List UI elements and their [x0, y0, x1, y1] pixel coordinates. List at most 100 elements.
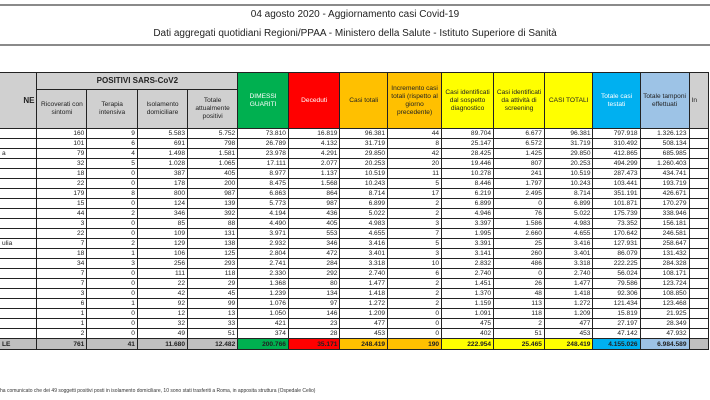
top-rule: [0, 4, 710, 6]
cell-value: 7: [387, 228, 443, 239]
cell-value: 10.243: [339, 178, 389, 189]
region-name: [0, 248, 38, 259]
partial-cell: [688, 288, 710, 299]
cell-value: 2.330: [237, 268, 289, 279]
cell-value: 310.492: [592, 138, 641, 149]
cell-value: 22: [136, 278, 189, 289]
cell-value: 6: [86, 138, 138, 149]
cell-value: 1.995: [441, 228, 495, 239]
cell-value: 108.171: [639, 268, 690, 279]
cell-value: 553: [287, 228, 341, 239]
cell-value: 200.766: [237, 338, 289, 350]
cell-value: 88: [187, 218, 239, 229]
cell-value: 10.278: [441, 168, 495, 179]
cell-value: 2: [387, 298, 443, 309]
region-name: [0, 198, 38, 209]
cell-value: 2: [86, 208, 138, 219]
cell-value: 20.253: [543, 158, 594, 169]
cell-value: 258.647: [639, 238, 690, 249]
cell-value: 193.719: [639, 178, 690, 189]
cell-value: 131.432: [639, 248, 690, 259]
cell-value: 2.832: [441, 258, 495, 269]
cell-value: 222.225: [592, 258, 641, 269]
cell-value: 2.740: [339, 268, 389, 279]
cell-value: 80: [287, 278, 341, 289]
cell-value: 10.519: [543, 168, 594, 179]
cell-value: 2: [387, 208, 443, 219]
cell-value: 2.741: [237, 258, 289, 269]
cell-value: 800: [136, 188, 189, 199]
cell-value: 4.983: [543, 218, 594, 229]
cell-value: 12: [136, 308, 189, 319]
cell-value: 0: [493, 198, 545, 209]
cell-value: 798: [187, 138, 239, 149]
cell-value: 0: [86, 168, 138, 179]
cell-value: 125: [187, 248, 239, 259]
cell-value: 8.714: [339, 188, 389, 199]
cell-value: 190: [387, 338, 443, 350]
cell-value: 1.272: [339, 298, 389, 309]
cell-value: 246.581: [639, 228, 690, 239]
cell-value: 1.498: [136, 148, 189, 159]
cell-value: 6.219: [441, 188, 495, 199]
cell-value: 34: [36, 258, 88, 269]
cell-value: 1.477: [339, 278, 389, 289]
cell-value: 864: [287, 188, 341, 199]
cell-value: 2: [493, 318, 545, 329]
cell-value: 691: [136, 138, 189, 149]
partial-cell: [688, 318, 710, 329]
table-row: 2 0 49 51 374 28 453 0 402 51 453 47.142 47.932: [0, 328, 710, 339]
cell-value: 156.181: [639, 218, 690, 229]
region-name: [0, 138, 38, 149]
table-row: 179 8 800 987 6.863 864 8.714 17 6.219 2.495 8.714…: [0, 188, 710, 199]
table-row: 32 5 1.028 1.065 17.111 2.077 20.253 20 19.446 80…: [0, 158, 710, 169]
cell-value: 486: [493, 258, 545, 269]
cell-value: 28.349: [639, 318, 690, 329]
table-row: 18 0 387 405 8.977 1.137 10.519 11 10.278 241 10.5…: [0, 168, 710, 179]
cell-value: 56.024: [592, 268, 641, 279]
cell-value: 1.239: [237, 288, 289, 299]
cell-value: 0: [387, 318, 443, 329]
cell-value: 28: [287, 328, 341, 339]
cell-value: 797.918: [592, 128, 641, 139]
cell-value: 8.446: [441, 178, 495, 189]
cell-value: 109: [136, 228, 189, 239]
cell-value: 402: [441, 328, 495, 339]
partial-cell: [688, 248, 710, 259]
table-row: 1 0 12 13 1.050 146 1.209 0 1.091 118 1.209 15.819 2…: [0, 308, 710, 319]
cell-value: 6.677: [493, 128, 545, 139]
cell-value: 6.899: [543, 198, 594, 209]
partial-cell: [688, 188, 710, 199]
cell-value: 6.572: [493, 138, 545, 149]
cell-value: 4.655: [339, 228, 389, 239]
cell-value: 25.147: [441, 138, 495, 149]
cell-value: 6.899: [339, 198, 389, 209]
cell-value: 3: [86, 258, 138, 269]
cell-value: 16.819: [287, 128, 341, 139]
cell-value: 1.797: [493, 178, 545, 189]
cell-value: 5.752: [187, 128, 239, 139]
cell-value: 26.789: [237, 138, 289, 149]
cell-value: 4: [86, 148, 138, 159]
col-header-dimessi: DIMESSI GUARITI: [237, 72, 289, 129]
cell-value: 4.490: [237, 218, 289, 229]
region-name: [0, 298, 38, 309]
cell-value: 2.495: [493, 188, 545, 199]
partial-cell: [688, 238, 710, 249]
cell-value: 1.418: [339, 288, 389, 299]
partial-cell: [688, 228, 710, 239]
cell-value: 10.243: [543, 178, 594, 189]
cell-value: 494.299: [592, 158, 641, 169]
cell-value: 5.773: [237, 198, 289, 209]
cell-value: 3.318: [339, 258, 389, 269]
cell-value: 101.871: [592, 198, 641, 209]
cell-value: 1.028: [136, 158, 189, 169]
cell-value: 2.740: [441, 268, 495, 279]
region-name: [0, 308, 38, 319]
table-row: 44 2 346 392 4.194 436 5.022 2 4.946 76 5.022 175.7…: [0, 208, 710, 219]
cell-value: 20.253: [339, 158, 389, 169]
cell-value: 0: [387, 328, 443, 339]
cell-value: 0: [493, 268, 545, 279]
region-name: [0, 258, 38, 269]
cell-value: 170.279: [639, 198, 690, 209]
